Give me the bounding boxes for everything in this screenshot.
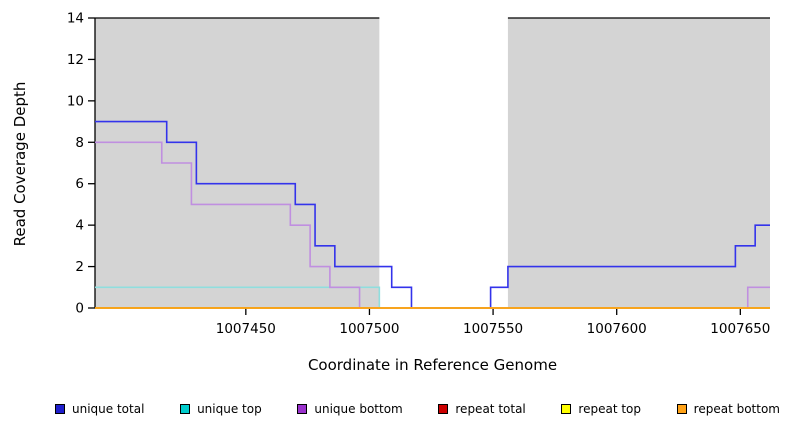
- x-tick-label: 1007500: [339, 321, 399, 337]
- legend-label: repeat bottom: [693, 402, 780, 416]
- x-tick-label: 1007550: [463, 321, 523, 337]
- legend-label: unique total: [72, 402, 145, 416]
- y-tick-label: 2: [75, 259, 84, 275]
- x-tick-label: 1007650: [710, 321, 770, 337]
- y-tick-label: 10: [67, 93, 84, 109]
- x-tick-label: 1007600: [587, 321, 647, 337]
- legend-label: repeat top: [578, 402, 642, 416]
- legend-item-unique-bottom: unique bottom: [297, 402, 403, 416]
- legend-item-repeat-bottom: repeat bottom: [676, 402, 780, 416]
- legend-item-unique-top: unique top: [180, 402, 262, 416]
- shaded-region: [507, 18, 770, 308]
- y-tick-label: 0: [75, 301, 84, 317]
- legend-swatch-unique-total: [55, 404, 65, 414]
- legend-swatch-repeat-bottom: [676, 404, 687, 414]
- y-tick-label: 6: [75, 176, 84, 192]
- legend: unique total unique top unique bottom repea…: [0, 402, 792, 416]
- x-tick-label: 1007450: [216, 321, 276, 337]
- legend-item-repeat-top: repeat top: [561, 402, 641, 416]
- y-tick-label: 8: [75, 135, 84, 151]
- legend-swatch-repeat-top: [561, 404, 572, 414]
- plot-area: 0 2 4 6 8 10 12 14 1007450 1007500 1007550 1007600 1…: [67, 11, 771, 338]
- legend-label: repeat total: [455, 402, 526, 416]
- legend-swatch-unique-bottom: [297, 404, 308, 414]
- legend-swatch-unique-top: [180, 404, 191, 414]
- y-axis-title: Read Coverage Depth: [11, 81, 29, 247]
- y-tick-label: 4: [75, 218, 84, 234]
- shaded-region: [95, 18, 380, 308]
- x-axis-title: Coordinate in Reference Genome: [307, 356, 558, 374]
- y-tick-label: 12: [67, 52, 84, 68]
- legend-item-unique-total: unique total: [55, 402, 144, 416]
- legend-label: unique bottom: [314, 402, 403, 416]
- y-tick-label: 14: [67, 11, 84, 27]
- legend-label: unique top: [197, 402, 262, 416]
- legend-swatch-repeat-total: [438, 404, 449, 414]
- legend-item-repeat-total: repeat total: [438, 402, 526, 416]
- series-line-unique-total: [95, 120, 770, 309]
